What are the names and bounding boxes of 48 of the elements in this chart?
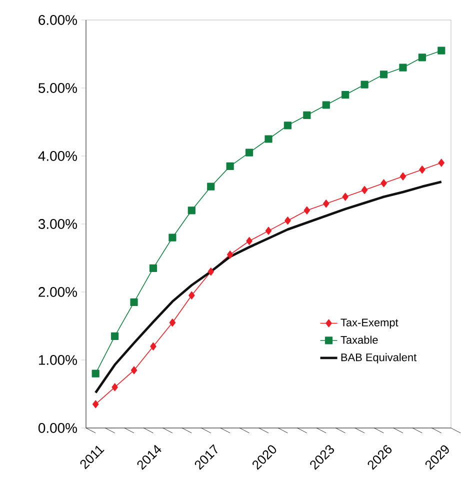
point <box>342 192 349 201</box>
y-tick-label: 3.00% <box>38 219 78 229</box>
y-tick-label: 4.00% <box>38 151 78 161</box>
point <box>131 366 138 374</box>
point <box>246 237 252 245</box>
legend-label: Tax-Exempt <box>340 318 398 329</box>
point <box>362 186 368 194</box>
y-tick-label: 5.00% <box>38 83 78 93</box>
point <box>265 226 272 235</box>
point <box>322 101 330 109</box>
point <box>284 122 292 130</box>
point <box>188 291 195 300</box>
point <box>264 135 272 143</box>
y-tick-label: 2.00% <box>38 287 78 297</box>
legend-label: BAB Equivalent <box>341 353 417 364</box>
point <box>380 179 387 188</box>
point <box>399 64 407 72</box>
point <box>226 162 234 170</box>
point <box>111 332 119 340</box>
point <box>168 234 176 242</box>
point <box>304 206 310 214</box>
y-tick-label: 1.00% <box>39 355 78 365</box>
point <box>92 370 100 378</box>
point <box>303 111 311 119</box>
legend-label: Taxable <box>340 336 378 344</box>
point <box>438 46 446 54</box>
point <box>112 383 118 392</box>
point <box>188 206 196 214</box>
point <box>169 318 176 327</box>
point <box>92 400 99 408</box>
point <box>150 342 156 350</box>
point <box>246 148 254 156</box>
point <box>227 250 234 259</box>
point <box>130 298 138 306</box>
point <box>342 91 350 99</box>
point <box>150 264 158 272</box>
y-tick-label: 0.00% <box>38 423 78 433</box>
point <box>438 158 445 167</box>
point <box>380 70 388 78</box>
point <box>207 182 215 190</box>
y-tick-label: 6.00% <box>38 15 78 25</box>
point <box>208 268 214 276</box>
point <box>323 200 330 208</box>
point <box>418 54 426 62</box>
point <box>419 166 426 174</box>
point <box>400 172 406 180</box>
point <box>360 80 368 88</box>
point <box>284 216 291 225</box>
